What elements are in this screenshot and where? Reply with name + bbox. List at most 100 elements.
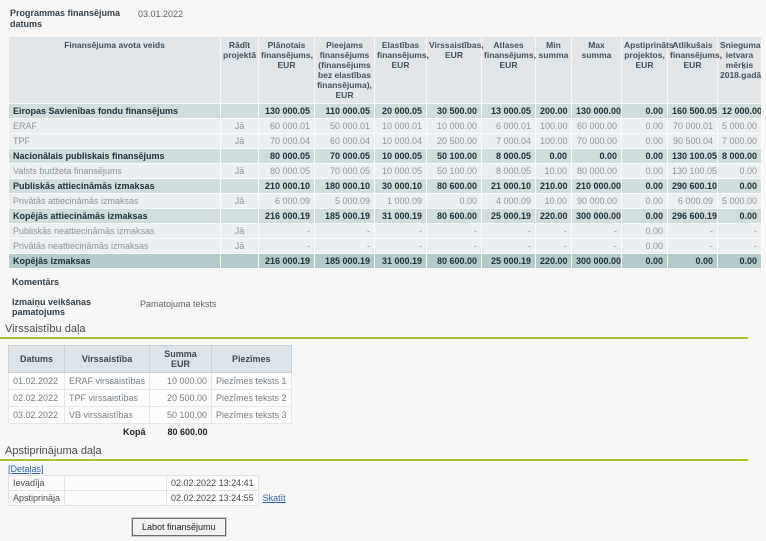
amount-cell: 130 000.05 (259, 103, 315, 118)
amount-cell: 160 500.05 (668, 103, 718, 118)
amount-cell: 90 000.00 (572, 193, 622, 208)
amount-cell: 10 000.04 (375, 133, 427, 148)
amount-cell: 70 000.05 (315, 148, 375, 163)
amount-cell: 10 000.05 (375, 148, 427, 163)
amount-cell: - (572, 238, 622, 253)
finance-row: Eiropas Savienības fondu finansējums 130 … (9, 103, 762, 118)
approval-user (65, 491, 167, 506)
amount-cell: 290 600.10 (668, 178, 718, 193)
approval-label: Ievadīja (9, 476, 65, 491)
amount-cell: 4 000.09 (482, 193, 536, 208)
reason-row: Izmaiņu veikšanas pamatojums Pamatojuma … (12, 297, 758, 319)
amount-cell: 216 000.19 (259, 253, 315, 268)
finance-column-header: Min summa (536, 36, 572, 103)
amount-cell: 10.00 (536, 163, 572, 178)
amount-cell: 7 000.04 (482, 133, 536, 148)
virssaistiba-name-cell: TPF virssaistības (65, 390, 150, 407)
finance-column-header: Max summa (572, 36, 622, 103)
program-date-value: 03.01.2022 (138, 8, 183, 30)
amount-cell: 60 000.01 (259, 118, 315, 133)
amount-cell: 60 000.00 (572, 118, 622, 133)
funding-source-name: Eiropas Savienības fondu finansējums (9, 103, 221, 118)
date-cell: 03.02.2022 (9, 407, 65, 424)
amount-cell: 0.00 (622, 208, 668, 223)
amount-cell: 110 000.05 (315, 103, 375, 118)
amount-cell: 50 100.00 (427, 148, 482, 163)
approval-link-cell: Skatīt (258, 491, 300, 506)
funding-source-name: Publiskās attiecināmās izmaksas (9, 178, 221, 193)
virssaistibas-table-body: 01.02.2022ERAF virssaistības10 000.00Pie… (9, 373, 292, 441)
finance-table: Finansējuma avota veidsRādīt projektāPlā… (8, 36, 762, 269)
amount-cell: 0.00 (622, 193, 668, 208)
finance-column-header: Atlikušais finansējums, EUR (668, 36, 718, 103)
finance-header-row: Finansējuma avota veidsRādīt projektāPlā… (9, 36, 762, 103)
empty-cell (212, 424, 292, 441)
amount-cell: 200.00 (536, 103, 572, 118)
empty-cell (9, 424, 65, 441)
virssaistibas-header-row: DatumsVirssaistībaSumma EURPiezīmes (9, 346, 292, 373)
amount-cell: 50 000.01 (315, 118, 375, 133)
virssaistibas-column-header: Virssaistība (65, 346, 150, 373)
show-in-project-flag: Jā (221, 163, 259, 178)
amount-cell: 0.00 (718, 208, 762, 223)
note-cell: Piezīmes teksts 3 (212, 407, 292, 424)
funding-source-name: Publiskās neattiecināmās izmaksas (9, 223, 221, 238)
date-cell: 02.02.2022 (9, 390, 65, 407)
amount-cell: 8 000.05 (482, 163, 536, 178)
virssaistibas-heading: Virssaistību daļa (5, 323, 758, 335)
amount-cell: - (718, 238, 762, 253)
finance-column-header: Pieejams finansējums (finansējums bez el… (315, 36, 375, 103)
show-in-project-flag: Jā (221, 193, 259, 208)
amount-cell: 296 600.19 (668, 208, 718, 223)
funding-source-name: Nacionālais publiskais finansējums (9, 148, 221, 163)
finance-row: Privātās attiecināmās izmaksasJā6 000.09… (9, 193, 762, 208)
amount-cell: 80 600.00 (427, 253, 482, 268)
finance-row: Publiskās attiecināmās izmaksas210 000.1… (9, 178, 762, 193)
finance-column-header: Snieguma ietvara mērķis 2018.gadā (718, 36, 762, 103)
virssaistiba-name-cell: VB virssaistības (65, 407, 150, 424)
date-cell: 01.02.2022 (9, 373, 65, 390)
amount-cell: 8 000.05 (482, 148, 536, 163)
amount-cell: 60 000.04 (315, 133, 375, 148)
amount-cell: - (427, 238, 482, 253)
approval-table-body: Ievadīja02.02.2022 13:24:41Apstiprināja0… (9, 476, 301, 506)
amount-cell: - (718, 223, 762, 238)
edit-funding-button[interactable]: Labot finansējumu (132, 518, 226, 536)
amount-cell: - (375, 238, 427, 253)
amount-cell: 0.00 (427, 193, 482, 208)
amount-cell: 12 000.00 (718, 103, 762, 118)
finance-row: Nacionālais publiskais finansējums80 000… (9, 148, 762, 163)
amount-cell: 25 000.19 (482, 208, 536, 223)
finance-row: Privātās neattiecināmās izmaksasJā------… (9, 238, 762, 253)
amount-cell: 0.00 (718, 163, 762, 178)
amount-cell: 130 100.05 (668, 148, 718, 163)
amount-cell: 180 000.10 (315, 178, 375, 193)
amount-cell: 300 000.00 (572, 208, 622, 223)
amount-cell: 100.00 (536, 118, 572, 133)
amount-cell: 6 000.01 (482, 118, 536, 133)
amount-cell: 1 000.09 (375, 193, 427, 208)
finance-row: Publiskās neattiecināmās izmaksasJā-----… (9, 223, 762, 238)
amount-cell: 0.00 (622, 223, 668, 238)
amount-cell: - (375, 223, 427, 238)
funding-source-name: Kopējās izmaksas (9, 253, 221, 268)
details-link[interactable]: [Detaļas] (8, 464, 44, 474)
finance-row: Kopējās attiecināmās izmaksas216 000.191… (9, 208, 762, 223)
amount-cell: - (572, 223, 622, 238)
show-in-project-flag (221, 178, 259, 193)
show-in-project-flag (221, 253, 259, 268)
comment-label: Komentārs (12, 277, 758, 287)
funding-source-name: TPF (9, 133, 221, 148)
amount-cell: 0.00 (718, 178, 762, 193)
virssaistibas-column-header: Summa EUR (150, 346, 212, 373)
approval-link-cell (258, 476, 300, 491)
virssaistibas-total-row: Kopā80 600.00 (9, 424, 292, 441)
show-in-project-flag: Jā (221, 133, 259, 148)
virssaistibas-row: 02.02.2022TPF virssaistības20 500.00Piez… (9, 390, 292, 407)
view-link[interactable]: Skatīt (263, 493, 286, 503)
amount-cell: 10 000.00 (427, 118, 482, 133)
total-value: 80 600.00 (150, 424, 212, 441)
amount-cell: 50 100.00 (150, 407, 212, 424)
amount-cell: 13 000.05 (482, 103, 536, 118)
amount-cell: 70 000.05 (315, 163, 375, 178)
